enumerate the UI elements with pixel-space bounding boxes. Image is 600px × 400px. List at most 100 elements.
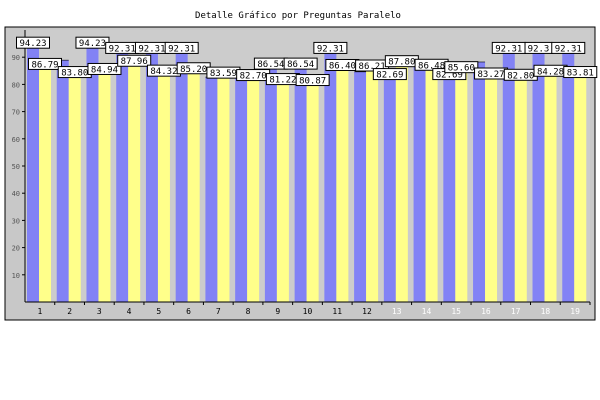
bar-series2-cat14 [425, 66, 438, 302]
bar-series1-cat4 [116, 50, 129, 302]
x-tick-label: 7 [216, 307, 221, 316]
data-label-series2-cat7: 83.59 [210, 69, 237, 79]
bar-series2-cat5 [157, 72, 170, 302]
data-label-series1-cat11-box [313, 41, 348, 54]
x-tick-label: 11 [332, 307, 342, 316]
data-label-series2-cat10-box [295, 74, 330, 87]
x-ticks-group: 1 2 3 4 5 6 7 8 9 10 11 12 13 14 15 16 17 18 19 [37, 302, 591, 316]
data-label-series1-cat11: 92.31 [317, 44, 344, 54]
data-label-series1-cat6-box [164, 41, 199, 54]
bar-series2-cat18 [544, 72, 557, 303]
bar-series2-cat16 [485, 75, 498, 302]
x-tick-label: 2 [67, 307, 72, 316]
x-tick-label: 1 [37, 307, 42, 316]
bar-series1-cat8 [235, 72, 248, 302]
y-tick-label: 70 [12, 109, 20, 117]
bar-series2-cat10 [306, 82, 319, 302]
data-label-series1-cat15: 82.69 [436, 71, 463, 81]
data-label-series1-cat4: 92.31 [109, 44, 136, 54]
y-tick-label: 90 [12, 54, 20, 62]
x-tick-label: 12 [362, 307, 372, 316]
bar-series2-cat12 [366, 67, 379, 303]
y-tick-label: 60 [12, 136, 20, 144]
data-label-series2-cat9: 81.22 [269, 76, 296, 86]
bar-series2-cat15 [455, 69, 468, 302]
data-label-series2-cat1: 86.79 [31, 60, 58, 70]
bar-series2-cat7 [217, 74, 230, 303]
data-label-series1-cat10: 86.54 [287, 60, 314, 70]
bar-series2-cat19 [574, 74, 587, 302]
data-label-series2-cat11: 86.40 [329, 61, 356, 71]
x-tick-label: 15 [451, 307, 461, 316]
data-label-series2-cat15: 85.60 [448, 64, 475, 74]
data-label-series2-cat16: 83.27 [478, 70, 505, 80]
x-tick-label: 8 [246, 307, 251, 316]
data-label-series1-cat13: 82.69 [376, 71, 403, 81]
data-label-series2-cat8: 82.70 [240, 72, 267, 82]
data-label-series2-cat19-box [563, 66, 598, 79]
y-ticks-group: 10 20 30 40 50 60 70 80 90 [12, 54, 25, 280]
bar-series2-cat4 [128, 62, 141, 303]
x-tick-label: 18 [541, 307, 551, 316]
data-label-series2-cat10: 80.87 [299, 77, 326, 87]
data-label-series1-cat13-box [372, 68, 407, 81]
data-label-series2-cat4-box [117, 54, 152, 67]
data-label-series2-cat1-box [28, 57, 62, 70]
data-label-series1-cat18: 92.3 [528, 44, 550, 54]
data-label-series1-cat17: 92.31 [495, 44, 522, 54]
bar-series1-cat9 [264, 66, 277, 302]
bar-series2-cat13 [395, 63, 408, 303]
data-label-series1-cat19-box [551, 41, 586, 54]
bar-series2-cat1 [39, 65, 51, 302]
bar-series1-cat11 [324, 50, 337, 302]
data-label-series2-cat14: 86.48 [418, 61, 445, 71]
data-label-series1-cat6: 92.31 [168, 44, 195, 54]
x-tick-label: 14 [422, 307, 432, 316]
data-label-series1-cat5: 92.31 [138, 44, 165, 54]
bar-series2-cat6 [187, 70, 200, 302]
data-label-series2-cat4: 87.96 [121, 57, 148, 67]
x-tick-label: 16 [481, 307, 491, 316]
bar-series1-cat16 [473, 61, 486, 303]
data-label-series2-cat15-box [444, 61, 479, 74]
bar-series1-cat2 [56, 60, 69, 303]
data-label-series2-cat5: 84.32 [150, 67, 177, 77]
y-tick-label: 30 [12, 217, 20, 225]
x-tick-label: 19 [570, 307, 580, 316]
bar-series1-cat7 [205, 77, 218, 303]
x-tick-label: 6 [186, 307, 191, 316]
data-label-series1-cat1: 94.23 [19, 39, 46, 49]
data-label-series1-cat3: 94.23 [79, 39, 106, 49]
bar-series1-cat18 [532, 50, 545, 302]
data-label-series1-cat10-box [283, 57, 318, 70]
x-tick-label: 4 [127, 307, 132, 316]
data-label-series2-cat17: 82.80 [507, 71, 534, 81]
x-tick-label: 5 [156, 307, 161, 316]
bar-series1-cat10 [294, 66, 307, 302]
bar-series1-cat15 [443, 77, 456, 303]
bar-series1-cat6 [175, 50, 188, 302]
bar-series2-cat11 [336, 66, 349, 302]
bar-series1-cat1 [27, 45, 39, 303]
bar-series2-cat9 [276, 81, 289, 302]
y-tick-label: 80 [12, 81, 20, 89]
y-tick-label: 50 [12, 163, 20, 171]
data-label-series1-cat19: 92.31 [555, 44, 582, 54]
data-label-series2-cat18: 84.28 [537, 67, 564, 77]
bar-series2-cat3 [98, 70, 111, 303]
data-label-series2-cat13: 87.80 [388, 58, 415, 68]
data-label-series2-cat3: 84.94 [91, 65, 118, 75]
data-label-series2-cat6: 85.20 [180, 65, 207, 75]
bar-series1-cat5 [145, 50, 158, 302]
bar-series1-cat19 [562, 50, 575, 302]
bar-series2-cat17 [514, 76, 527, 302]
bar-series1-cat14 [413, 60, 426, 302]
data-label-series2-cat12: 86.21 [359, 62, 386, 72]
data-label-series2-cat2: 83.80 [61, 69, 88, 79]
bar-series1-cat3 [86, 45, 99, 303]
bar-series2-cat8 [247, 77, 260, 302]
chart-title: Detalle Gráfico por Preguntas Paralelo [195, 11, 401, 21]
x-tick-label: 9 [275, 307, 280, 316]
